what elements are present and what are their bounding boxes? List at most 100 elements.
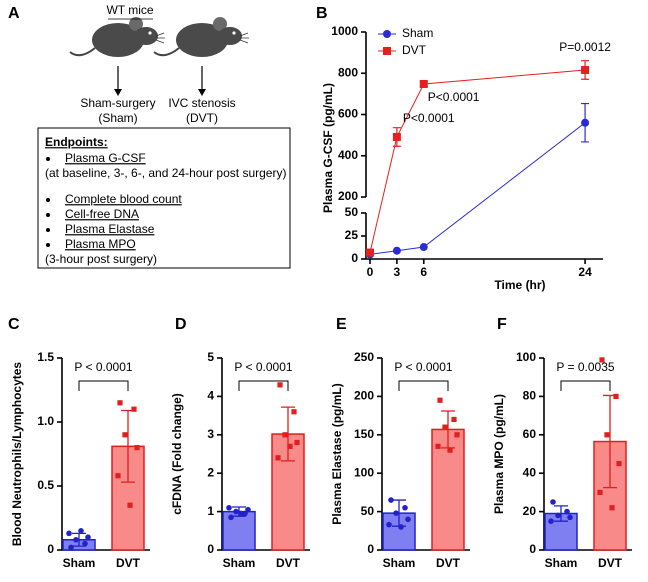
data-point (277, 382, 283, 388)
y-tick-label: 1.0 (37, 414, 54, 428)
y-axis-title: Blood Neutrophils/Lymphocytes (10, 362, 24, 547)
y-tick-label: 25 (345, 228, 359, 242)
y-tick-label: 100 (354, 465, 374, 479)
legend-marker (383, 30, 391, 38)
y-tick-label: 0 (207, 542, 214, 556)
legend-label: Sham (402, 26, 433, 40)
data-point (275, 455, 281, 461)
y-tick-label: 20 (523, 504, 537, 518)
endpoints-title: Endpoints: (45, 135, 108, 149)
x-tick-label: Sham (383, 556, 416, 570)
y-tick-label: 1.5 (37, 350, 54, 364)
data-point (294, 439, 300, 446)
panel-label: E (336, 316, 347, 333)
bullet (46, 228, 50, 232)
group-label: WT mice (106, 3, 153, 17)
data-point (245, 506, 251, 513)
y-tick-label: 4 (207, 389, 214, 403)
data-point (226, 504, 232, 511)
data-point (238, 510, 244, 517)
data-point (131, 406, 137, 412)
data-point (282, 432, 288, 438)
x-axis-title: Time (hr) (494, 278, 545, 292)
y-axis-title: Plasma Elastase (pg/mL) (330, 383, 344, 524)
data-point (599, 357, 605, 363)
y-tick-label: 5 (207, 350, 214, 364)
y-tick-label: 1000 (331, 24, 358, 38)
endpoint-item: Cell-free DNA (65, 207, 139, 221)
endpoints-box (37, 127, 291, 269)
x-tick-label: Sham (63, 556, 96, 570)
error-bar (72, 532, 86, 547)
x-tick-label: DVT (598, 556, 623, 570)
endpoint-list: Plasma G-CSF(at baseline, 3-, 6-, and 24… (45, 151, 286, 266)
endpoint-item: (at baseline, 3-, 6-, and 24-hour post s… (45, 166, 286, 180)
annotation: P < 0.0001 (394, 360, 452, 374)
mouse-icon (69, 17, 165, 57)
bullet (46, 198, 50, 202)
x-tick-label: Sham (223, 556, 256, 570)
annotation: P<0.0001 (428, 90, 480, 104)
point (366, 248, 374, 257)
annotation: P < 0.0001 (234, 360, 292, 374)
y-tick-label: 60 (523, 427, 537, 441)
legend-label: DVT (402, 43, 427, 57)
data-point (122, 432, 128, 438)
x-tick-label: Sham (545, 556, 578, 570)
data-point (616, 461, 622, 467)
data-point (567, 514, 573, 521)
panel-label: C (8, 316, 20, 333)
y-tick-label: 200 (354, 389, 374, 403)
arm-group: (Sham) (98, 111, 137, 125)
y-tick-label: 80 (523, 389, 537, 403)
data-point (550, 499, 556, 505)
y-tick-label: 0 (529, 542, 536, 556)
panel-label: A (8, 5, 20, 22)
significance-bracket (560, 380, 611, 391)
data-point (291, 409, 297, 415)
data-point (115, 473, 121, 479)
series-line (369, 69, 586, 253)
data-point (228, 514, 234, 521)
x-tick-label: 0 (367, 265, 374, 279)
data-point (233, 508, 239, 515)
point (581, 65, 590, 74)
data-point (604, 432, 610, 438)
y-axis-title: Plasma MPO (pg/mL) (492, 394, 506, 514)
arm-group: (DVT) (186, 111, 218, 125)
y-tick-label: 400 (338, 148, 358, 162)
arm-name: IVC stenosis (168, 96, 235, 110)
data-point (78, 528, 84, 534)
significance-bracket (398, 380, 449, 391)
arrow-head (114, 89, 122, 96)
y-tick-label: 0 (351, 251, 358, 265)
annotation: P = 0.0035 (556, 360, 614, 374)
endpoint-item: Complete blood count (65, 192, 182, 206)
data-point (393, 510, 399, 516)
data-point (609, 505, 615, 511)
series-line (369, 122, 586, 255)
y-tick-label: 50 (345, 205, 359, 219)
data-point (117, 400, 123, 406)
data-point (85, 534, 91, 540)
y-tick-label: 40 (523, 465, 537, 479)
point (581, 118, 590, 127)
error-bar (281, 406, 295, 462)
data-point (402, 504, 408, 511)
data-point (435, 443, 441, 449)
data-point (127, 502, 133, 508)
y-axis-title: cFDNA (Fold change) (170, 393, 184, 515)
annotation: P < 0.0001 (74, 360, 132, 374)
y-tick-label: 200 (338, 189, 358, 203)
x-tick-label: DVT (116, 556, 141, 570)
bar (222, 510, 256, 551)
data-point (242, 510, 248, 517)
x-tick-label: 6 (420, 265, 427, 279)
y-tick-label: 50 (361, 504, 375, 518)
legend-marker (383, 47, 391, 55)
y-tick-label: 250 (354, 350, 374, 364)
panel-label: F (497, 316, 507, 333)
bullet (46, 243, 50, 247)
x-tick-label: DVT (436, 556, 461, 570)
